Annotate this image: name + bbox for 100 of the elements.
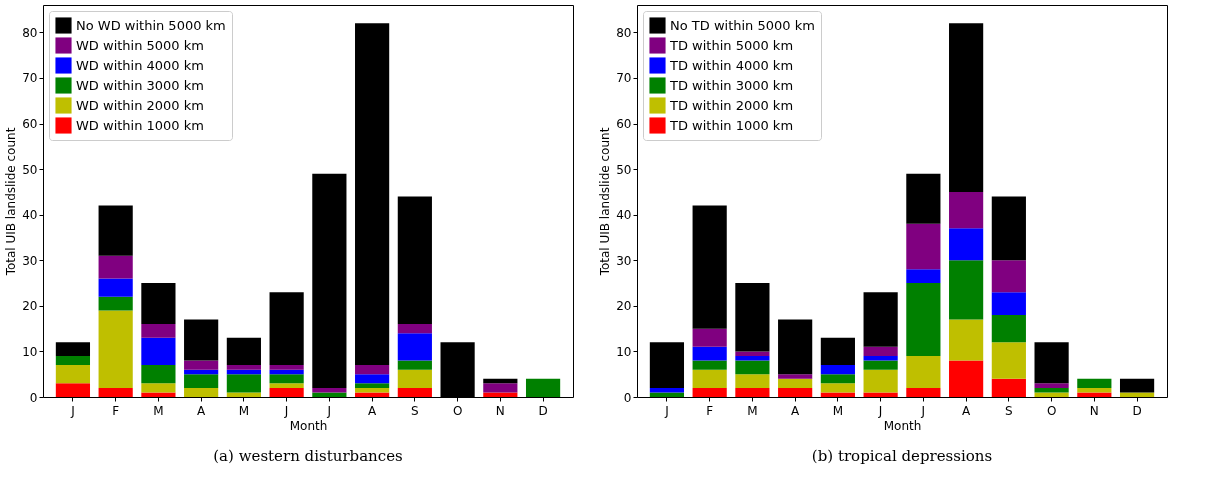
- bar: [735, 351, 770, 356]
- y-tick-label: 10: [22, 344, 38, 359]
- x-tick-label: J: [326, 403, 332, 418]
- legend-label: TD within 5000 km: [669, 37, 794, 53]
- bar: [269, 365, 304, 370]
- y-tick-label: 60: [616, 117, 632, 132]
- bar: [355, 23, 390, 366]
- bar: [141, 392, 176, 397]
- bar: [226, 337, 261, 366]
- y-axis-title: Total UIB landslide count: [4, 127, 19, 277]
- y-tick-label: 10: [616, 344, 632, 359]
- bar: [692, 360, 727, 370]
- bar: [1034, 383, 1069, 388]
- bar: [355, 374, 390, 384]
- x-tick-label: S: [1005, 403, 1013, 418]
- bar: [98, 296, 133, 311]
- bar: [98, 387, 133, 397]
- bar: [949, 191, 984, 229]
- bar: [355, 383, 390, 388]
- bar: [55, 355, 91, 366]
- bar: [483, 392, 518, 397]
- y-tick-label: 30: [22, 253, 38, 268]
- bar: [906, 223, 941, 270]
- bar: [949, 260, 984, 320]
- bar: [991, 260, 1026, 293]
- bar: [55, 342, 91, 356]
- x-tick-label: O: [452, 403, 463, 418]
- bar: [1077, 392, 1112, 397]
- bar: [355, 392, 390, 397]
- bar: [735, 387, 770, 397]
- bar: [735, 360, 770, 375]
- bar: [269, 374, 304, 384]
- x-tick-label: A: [368, 403, 377, 418]
- y-tick-label: 20: [22, 299, 38, 314]
- bar: [1077, 378, 1112, 388]
- bar: [949, 228, 984, 261]
- bar: [1119, 378, 1155, 393]
- x-tick-label: F: [112, 403, 120, 418]
- x-tick-label: N: [1089, 403, 1099, 418]
- bar: [863, 292, 898, 347]
- bar: [525, 378, 561, 397]
- bar: [778, 319, 813, 375]
- bar: [355, 365, 390, 375]
- x-tick-label: J: [920, 403, 926, 418]
- bar: [820, 337, 855, 366]
- bar: [226, 365, 261, 370]
- x-tick-label: M: [832, 403, 844, 418]
- legend-label: No WD within 5000 km: [76, 17, 226, 33]
- bar: [949, 319, 984, 361]
- legend-label: TD within 4000 km: [669, 57, 794, 73]
- x-tick-label: A: [791, 403, 801, 418]
- bar: [269, 292, 304, 366]
- x-tick-label: M: [238, 403, 250, 418]
- bar: [991, 378, 1026, 397]
- bar: [397, 324, 432, 334]
- x-tick-label: A: [197, 403, 207, 418]
- bar: [184, 374, 219, 388]
- bar: [55, 365, 91, 384]
- bar: [863, 355, 898, 361]
- bar: [1034, 392, 1069, 397]
- bar: [863, 392, 898, 397]
- x-tick-label: A: [962, 403, 971, 418]
- bar: [184, 387, 219, 397]
- bar: [820, 383, 855, 393]
- bar: [483, 383, 518, 393]
- legend-label: WD within 5000 km: [76, 37, 204, 53]
- bar: [820, 374, 855, 384]
- bar: [863, 346, 898, 356]
- y-tick-label: 70: [22, 71, 38, 86]
- bar: [269, 383, 304, 388]
- x-tick-label: O: [1046, 403, 1057, 418]
- x-tick-label: J: [664, 403, 669, 418]
- x-axis-title: Month: [883, 418, 922, 433]
- bar: [906, 283, 941, 356]
- bar: [226, 374, 261, 393]
- bar: [991, 292, 1026, 315]
- y-tick-label: 70: [616, 71, 632, 86]
- y-tick-label: 60: [22, 117, 38, 132]
- bar: [863, 360, 898, 370]
- x-axis-title: Month: [289, 418, 328, 433]
- bar: [141, 337, 176, 366]
- bar: [397, 360, 432, 370]
- legend-label: WD within 2000 km: [76, 97, 204, 113]
- y-tick-label: 40: [22, 208, 38, 223]
- bar: [692, 328, 727, 347]
- bar: [184, 319, 219, 361]
- bar: [991, 314, 1026, 343]
- bar: [312, 173, 347, 388]
- bar: [55, 383, 91, 397]
- bar: [778, 387, 813, 397]
- bar: [141, 283, 176, 325]
- bar: [184, 360, 219, 370]
- bar: [649, 392, 685, 397]
- x-tick-label: J: [283, 403, 289, 418]
- bar: [820, 365, 855, 375]
- bar: [397, 369, 432, 388]
- bar: [649, 342, 685, 388]
- x-tick-label: M: [153, 403, 164, 418]
- bar: [226, 392, 261, 397]
- bar: [269, 387, 304, 397]
